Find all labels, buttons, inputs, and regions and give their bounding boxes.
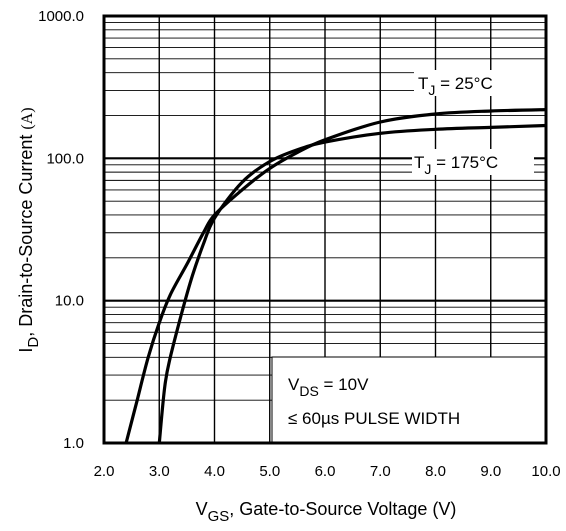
plot-frame bbox=[102, 14, 548, 445]
x-tick-label: 2.0 bbox=[94, 463, 115, 480]
series-tj-25c-line bbox=[124, 108, 547, 444]
y-tick-label: 1000.0 bbox=[38, 8, 84, 25]
annotation-box bbox=[271, 356, 547, 444]
y-tick-label: 1.0 bbox=[63, 435, 84, 452]
series-label-175c-bg bbox=[412, 149, 534, 175]
x-tick-label: 3.0 bbox=[149, 463, 170, 480]
x-tick-label: 5.0 bbox=[259, 463, 280, 480]
x-tick-labels: 2.0 3.0 4.0 5.0 6.0 7.0 8.0 9.0 10.0 bbox=[94, 463, 561, 480]
y-tick-label: 100.0 bbox=[46, 150, 84, 167]
x-tick-label: 7.0 bbox=[370, 463, 391, 480]
x-tick-label: 6.0 bbox=[315, 463, 336, 480]
y-tick-labels: 1.0 10.0 100.0 1000.0 bbox=[38, 8, 84, 452]
series-tj-175c-line bbox=[157, 123, 547, 444]
annotation-vds: VDS = 10V bbox=[288, 375, 369, 399]
x-tick-label: 9.0 bbox=[480, 463, 501, 480]
y-tick-label: 10.0 bbox=[55, 293, 84, 310]
annotation-pulse-width: ≤ 60µs PULSE WIDTH bbox=[288, 409, 460, 428]
x-tick-label: 4.0 bbox=[204, 463, 225, 480]
x-axis-title: VGS, Gate-to-Source Voltage (V) bbox=[196, 499, 457, 525]
y-axis-title: ID, Drain-to-Source Current (A) bbox=[16, 107, 42, 352]
series-label-25c-bg bbox=[414, 70, 546, 96]
x-tick-label: 10.0 bbox=[531, 463, 560, 480]
series-label-175c: TJ = 175°C bbox=[414, 153, 498, 177]
series-label-25c: TJ = 25°C bbox=[418, 74, 493, 98]
x-tick-label: 8.0 bbox=[425, 463, 446, 480]
